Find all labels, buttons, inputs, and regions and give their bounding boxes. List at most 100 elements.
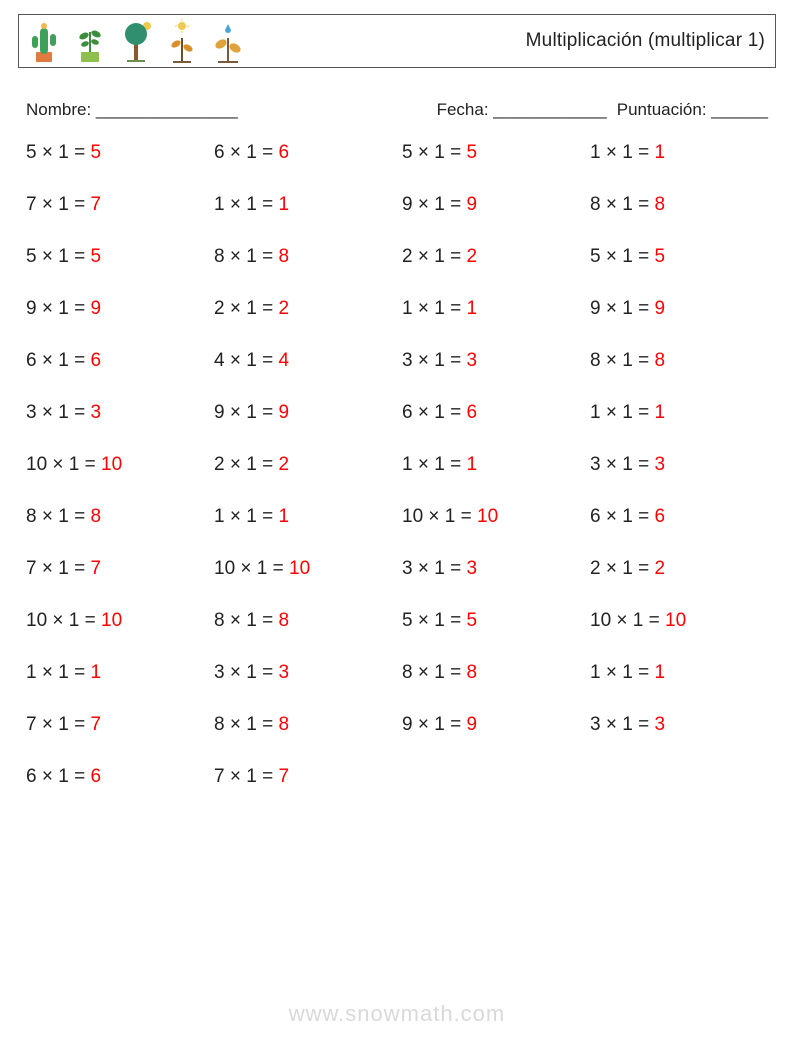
problem-cell: 9 × 1 = 9 — [26, 298, 204, 320]
problem-expression: 8 × 1 = — [214, 610, 278, 631]
problem-cell: 10 × 1 = 10 — [402, 506, 580, 528]
problem-expression: 1 × 1 = — [26, 662, 90, 683]
problem-cell: 1 × 1 = 1 — [402, 454, 580, 476]
problem-cell: 2 × 1 = 2 — [214, 298, 392, 320]
problem-expression: 8 × 1 = — [590, 194, 654, 215]
problem-answer: 1 — [654, 402, 665, 423]
problem-cell: 3 × 1 = 3 — [26, 402, 204, 424]
score-field-label: Puntuación: ______ — [617, 100, 768, 120]
problem-cell: 5 × 1 = 5 — [402, 142, 580, 164]
problem-cell: 1 × 1 = 1 — [214, 506, 392, 528]
problem-answer: 2 — [466, 246, 477, 267]
problem-expression: 6 × 1 = — [590, 506, 654, 527]
problem-expression: 10 × 1 = — [26, 610, 101, 631]
problem-answer: 7 — [90, 558, 101, 579]
problem-expression: 3 × 1 = — [214, 662, 278, 683]
problem-answer: 3 — [654, 454, 665, 475]
problem-cell: 10 × 1 = 10 — [214, 558, 392, 580]
problem-answer: 5 — [654, 246, 665, 267]
problem-expression: 6 × 1 = — [402, 402, 466, 423]
problem-expression: 5 × 1 = — [590, 246, 654, 267]
problem-answer: 1 — [278, 506, 289, 527]
problem-cell: 9 × 1 = 9 — [214, 402, 392, 424]
problem-expression: 3 × 1 = — [590, 714, 654, 735]
worksheet-page: Multiplicación (multiplicar 1) Nombre: _… — [0, 0, 794, 1053]
problem-expression: 3 × 1 = — [26, 402, 90, 423]
problem-cell: 6 × 1 = 6 — [214, 142, 392, 164]
problem-answer: 9 — [466, 714, 477, 735]
problem-cell: 1 × 1 = 1 — [590, 402, 768, 424]
problem-cell: 10 × 1 = 10 — [26, 610, 204, 632]
problem-cell: 5 × 1 = 5 — [402, 610, 580, 632]
water-leaf-icon — [209, 18, 247, 64]
problem-answer: 8 — [278, 610, 289, 631]
icons-strip — [25, 18, 247, 64]
problem-answer: 3 — [654, 714, 665, 735]
problem-expression: 5 × 1 = — [402, 610, 466, 631]
problem-expression: 10 × 1 = — [590, 610, 665, 631]
problem-cell: 3 × 1 = 3 — [402, 350, 580, 372]
problems-grid: 5 × 1 = 5 6 × 1 = 6 5 × 1 = 5 1 × 1 = 1 7 × … — [26, 142, 768, 788]
problem-expression: 1 × 1 = — [214, 194, 278, 215]
problem-answer: 2 — [278, 454, 289, 475]
problem-expression: 9 × 1 = — [214, 402, 278, 423]
problem-expression: 1 × 1 = — [402, 454, 466, 475]
problem-expression: 8 × 1 = — [214, 246, 278, 267]
problem-answer: 3 — [466, 350, 477, 371]
sprout-icon — [71, 18, 109, 64]
problem-answer: 7 — [278, 766, 289, 787]
problem-expression: 1 × 1 = — [590, 402, 654, 423]
problem-cell: 9 × 1 = 9 — [590, 298, 768, 320]
problem-expression: 10 × 1 = — [402, 506, 477, 527]
problem-expression: 7 × 1 = — [214, 766, 278, 787]
problem-cell: 8 × 1 = 8 — [402, 662, 580, 684]
worksheet-title: Multiplicación (multiplicar 1) — [526, 30, 765, 52]
problem-expression: 9 × 1 = — [402, 194, 466, 215]
problem-answer: 10 — [665, 610, 686, 631]
problem-cell: 1 × 1 = 1 — [402, 298, 580, 320]
problem-cell: 2 × 1 = 2 — [590, 558, 768, 580]
problem-expression: 5 × 1 = — [26, 246, 90, 267]
problem-cell: 4 × 1 = 4 — [214, 350, 392, 372]
problem-expression: 9 × 1 = — [590, 298, 654, 319]
problem-answer: 1 — [654, 662, 665, 683]
problem-expression: 5 × 1 = — [26, 142, 90, 163]
problem-expression: 6 × 1 = — [26, 766, 90, 787]
problem-cell: 2 × 1 = 2 — [214, 454, 392, 476]
problem-cell: 8 × 1 = 8 — [214, 610, 392, 632]
problem-answer: 6 — [466, 402, 477, 423]
problem-answer: 1 — [278, 194, 289, 215]
problem-cell: 8 × 1 = 8 — [214, 714, 392, 736]
problem-cell: 1 × 1 = 1 — [590, 142, 768, 164]
problem-answer: 3 — [90, 402, 101, 423]
problem-cell: 3 × 1 = 3 — [590, 714, 768, 736]
problem-answer: 7 — [90, 714, 101, 735]
problem-expression: 5 × 1 = — [402, 142, 466, 163]
problem-cell: 10 × 1 = 10 — [590, 610, 768, 632]
problem-answer: 1 — [654, 142, 665, 163]
watermark-text: www.snowmath.com — [0, 1001, 794, 1027]
problem-answer: 5 — [466, 610, 477, 631]
problem-answer: 3 — [278, 662, 289, 683]
problem-answer: 1 — [466, 454, 477, 475]
problem-answer: 9 — [278, 402, 289, 423]
problem-cell: 5 × 1 = 5 — [26, 142, 204, 164]
problem-answer: 8 — [466, 662, 477, 683]
date-field-label: Fecha: ____________ — [437, 100, 607, 120]
problem-answer: 1 — [466, 298, 477, 319]
problem-cell: 1 × 1 = 1 — [26, 662, 204, 684]
problem-answer: 10 — [289, 558, 310, 579]
problem-answer: 10 — [101, 454, 122, 475]
problem-expression: 1 × 1 = — [590, 662, 654, 683]
problem-cell: 6 × 1 = 6 — [402, 402, 580, 424]
tree-icon — [117, 18, 155, 64]
problem-answer: 2 — [654, 558, 665, 579]
problem-cell: 8 × 1 = 8 — [590, 194, 768, 216]
problem-cell: 7 × 1 = 7 — [26, 558, 204, 580]
problem-answer: 3 — [466, 558, 477, 579]
problem-cell: 3 × 1 = 3 — [402, 558, 580, 580]
problem-cell: 7 × 1 = 7 — [214, 766, 392, 788]
problem-answer: 10 — [477, 506, 498, 527]
header-box: Multiplicación (multiplicar 1) — [18, 14, 776, 68]
problem-cell: 6 × 1 = 6 — [26, 350, 204, 372]
